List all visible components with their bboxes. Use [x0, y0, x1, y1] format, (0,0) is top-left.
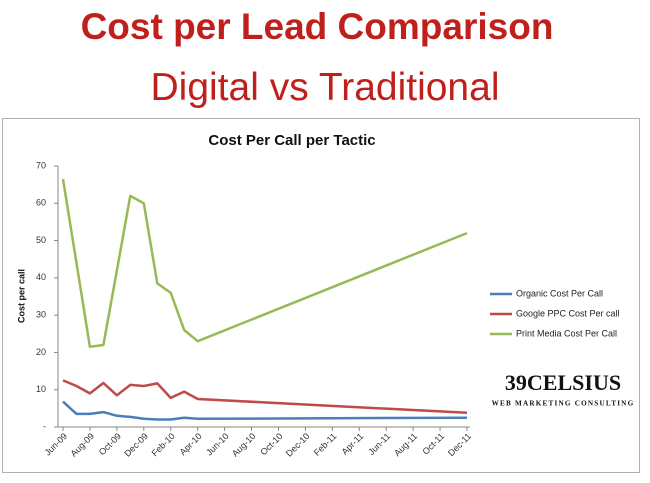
legend-label: Organic Cost Per Call [516, 288, 603, 298]
series-line [62, 400, 468, 421]
series-line [62, 379, 468, 415]
y-tick-label: 50 [36, 235, 46, 245]
headline: Cost per Lead Comparison [80, 6, 554, 47]
y-tick-label: - [43, 421, 46, 431]
y-axis-label: Cost per call [16, 269, 26, 323]
y-tick-label: 30 [36, 310, 46, 320]
y-tick-label: 20 [36, 347, 46, 357]
legend-label: Google PPC Cost Per call [516, 308, 620, 318]
logo-tagline: WEB MARKETING CONSULTING [492, 400, 635, 408]
y-tick-label: 10 [36, 384, 46, 394]
legend-label: Print Media Cost Per Call [516, 328, 617, 338]
y-tick-label: 70 [36, 160, 46, 170]
y-tick-label: 60 [36, 198, 46, 208]
y-tick-label: 40 [36, 272, 46, 282]
series-line [61, 178, 468, 349]
subheadline: Digital vs Traditional [150, 66, 500, 109]
chart-title: Cost Per Call per Tactic [208, 132, 375, 149]
logo-name: 39CELSIUS [505, 370, 621, 395]
